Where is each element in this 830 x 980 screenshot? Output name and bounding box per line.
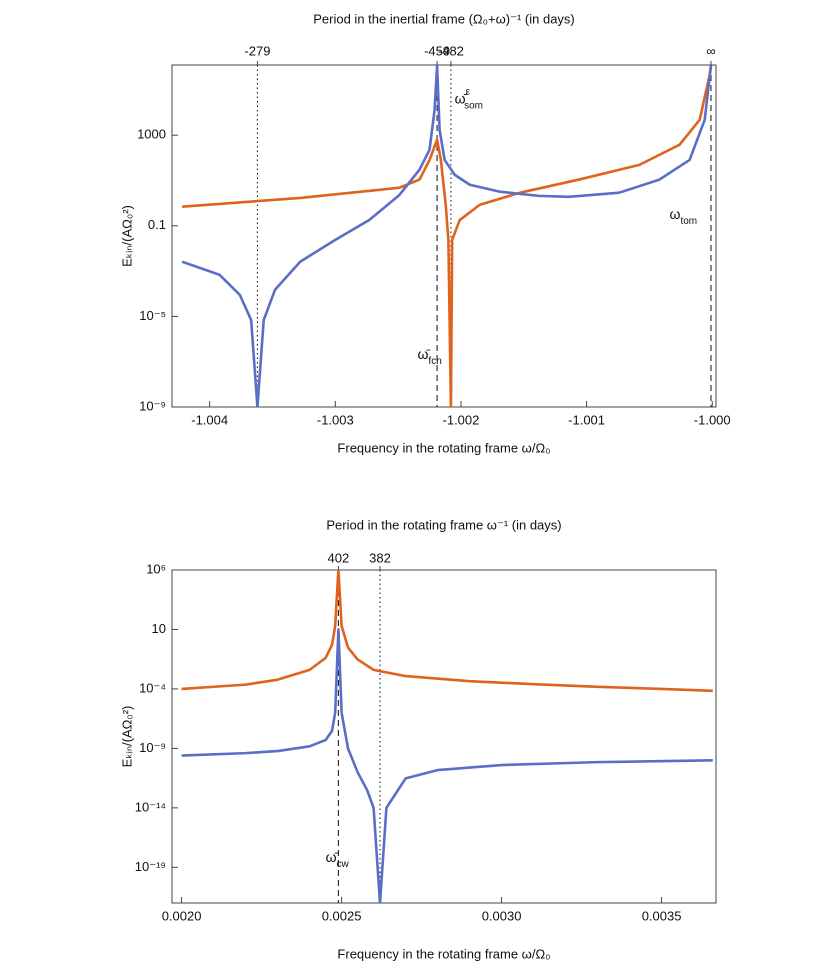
plot-area (181, 65, 713, 407)
top-tick-label: 382 (369, 550, 391, 565)
x-tick-label: -1.002 (443, 412, 480, 427)
x-tick-label: -1.000 (694, 412, 731, 427)
y-tick-label: 0.1 (148, 217, 166, 232)
y-tick-label: 10⁻⁹ (139, 398, 166, 413)
y-tick-label: 10⁻⁹ (139, 740, 166, 755)
top-tick-label: -279 (244, 43, 270, 58)
annotation-sub: fcn (428, 356, 441, 367)
annotation: ω̄fcn (417, 346, 441, 367)
x-tick-label: 0.0035 (642, 908, 682, 923)
annotation-symbol: ω (670, 206, 681, 222)
y-tick-label: 10⁻⁵ (139, 308, 166, 323)
y-axis-title: Eₖᵢₙ/(AΩ₀²) (119, 706, 134, 768)
annotation-symbol: ω̄ (455, 90, 468, 106)
annotation-sub: som (464, 100, 483, 111)
annotation-sub: cw (337, 859, 350, 870)
series-line (181, 65, 713, 407)
top-tick-label: ∞ (706, 43, 715, 58)
annotation-symbol: ω̄ (326, 849, 339, 865)
annotation: ω̄cw (326, 849, 350, 870)
series-line (181, 570, 713, 693)
plot-frame (171, 569, 717, 904)
x-axis-title: Frequency in the rotating frame ω/Ω₀ (337, 440, 550, 455)
y-tick-label: 10⁻¹⁹ (135, 859, 166, 874)
plot-area (181, 570, 713, 903)
panel: Period in the rotating frame ω⁻¹ (in day… (119, 517, 717, 961)
plot-frame (171, 64, 717, 408)
chart-title: Period in the inertial frame (Ω₀+ω)⁻¹ (i… (313, 11, 575, 26)
chart-title: Period in the rotating frame ω⁻¹ (in day… (326, 517, 561, 532)
x-tick-label: -1.001 (568, 412, 605, 427)
annotation-sub: tom (680, 216, 697, 227)
series-line (181, 628, 713, 903)
annotation: ω̄ε som (455, 86, 483, 111)
annotation-sup: ε (466, 86, 471, 97)
y-tick-label: 1000 (137, 127, 166, 142)
y-tick-label: 10⁶ (146, 561, 166, 576)
top-tick-label: 402 (328, 550, 350, 565)
annotation: ωtom (670, 206, 698, 227)
top-tick-label: -482 (438, 43, 464, 58)
y-tick-label: 10⁻¹⁴ (135, 799, 166, 814)
x-tick-label: -1.004 (191, 412, 228, 427)
y-axis-title: Eₖᵢₙ/(AΩ₀²) (119, 205, 134, 267)
y-tick-label: 10⁻⁴ (139, 680, 166, 695)
annotation-symbol: ω̄ (417, 346, 430, 362)
x-axis-title: Frequency in the rotating frame ω/Ω₀ (337, 946, 550, 961)
series-line (181, 65, 713, 407)
panel: Period in the inertial frame (Ω₀+ω)⁻¹ (i… (119, 11, 730, 455)
x-tick-label: 0.0025 (322, 908, 362, 923)
x-tick-label: 0.0020 (162, 908, 202, 923)
x-tick-label: -1.003 (317, 412, 354, 427)
y-tick-label: 10 (152, 621, 166, 636)
top-tick-label: -459 (424, 43, 450, 58)
x-tick-label: 0.0030 (482, 908, 522, 923)
